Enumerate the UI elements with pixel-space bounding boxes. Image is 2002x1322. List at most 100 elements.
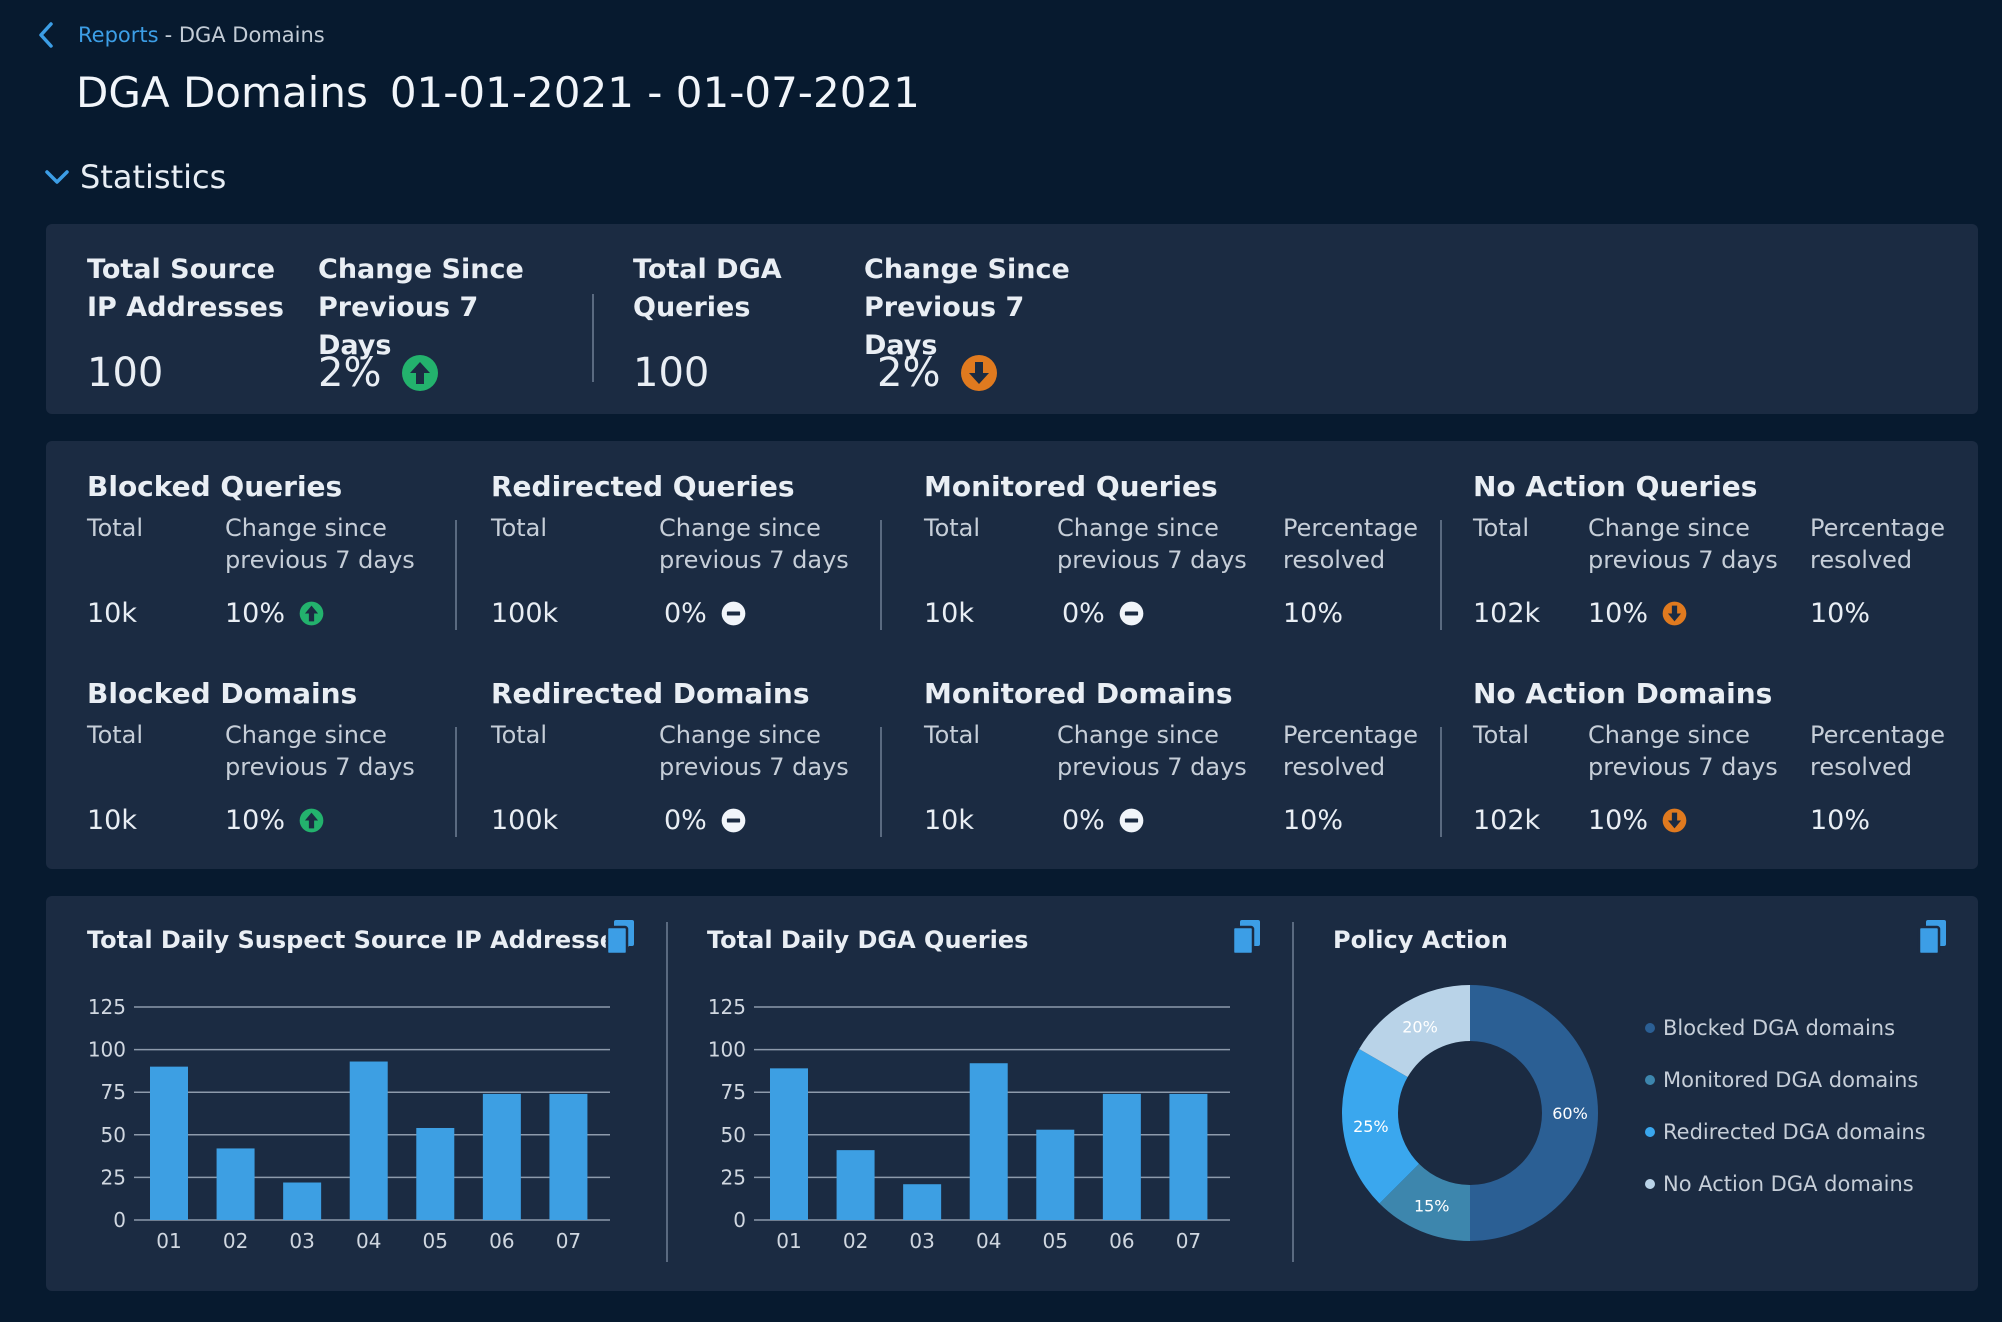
x-tick-label: 05 [423, 1229, 448, 1253]
stat-change-text: 0% [1062, 598, 1105, 629]
stat-title-monitored-queries: Monitored Queries [924, 470, 1218, 503]
stat-value-change: 10% [225, 805, 324, 836]
date-range: 01-01-2021 - 01-07-2021 [389, 68, 920, 117]
breadcrumb-current: - DGA Domains [164, 23, 325, 47]
slice-value-label: 20% [1402, 1017, 1438, 1036]
arrow-up-circle-icon [299, 601, 324, 626]
bar[interactable] [349, 1061, 388, 1220]
x-tick-label: 06 [1109, 1229, 1134, 1253]
minus-circle-icon [1119, 601, 1144, 626]
statistics-label: Statistics [80, 158, 227, 196]
x-tick-label: 04 [356, 1229, 381, 1253]
legend-label: Blocked DGA domains [1663, 1016, 1896, 1040]
legend-item[interactable]: Monitored DGA domains [1645, 1065, 1926, 1095]
stat-change-text: 0% [1062, 805, 1105, 836]
bar[interactable] [770, 1068, 808, 1220]
chart-title-dga-queries: Total Daily DGA Queries [707, 926, 1029, 954]
breadcrumb: Reports - DGA Domains [34, 20, 325, 50]
x-tick-label: 04 [976, 1229, 1001, 1253]
chevron-down-icon [45, 170, 69, 184]
breadcrumb-reports-link[interactable]: Reports [78, 23, 159, 47]
donut-slice[interactable] [1359, 985, 1470, 1077]
stat-label-total: Total [87, 514, 144, 542]
bar[interactable] [482, 1093, 521, 1220]
stat-change-text: 0% [664, 805, 707, 836]
legend-item[interactable]: Blocked DGA domains [1645, 1013, 1926, 1043]
bar[interactable] [836, 1150, 875, 1220]
stat-label-resolved: Percentage resolved [1810, 514, 1946, 574]
stat-label-resolved: Percentage resolved [1283, 514, 1419, 574]
x-tick-label: 02 [843, 1229, 868, 1253]
donut-slice[interactable] [1470, 985, 1598, 1241]
stat-title-monitored-domains: Monitored Domains [924, 677, 1233, 710]
donut-chart-policy-action: 60% 15% 25% 20% [1342, 985, 1598, 1241]
stat-value-resolved: 10% [1810, 805, 1871, 836]
bar[interactable] [969, 1063, 1008, 1220]
legend-label: Monitored DGA domains [1663, 1068, 1919, 1092]
divider [592, 294, 594, 382]
statistics-toggle[interactable]: Statistics [44, 158, 226, 196]
copy-icon[interactable] [1916, 918, 1950, 956]
y-tick-label: 25 [101, 1165, 126, 1189]
bar[interactable] [549, 1093, 588, 1220]
stat-title-redirected-domains: Redirected Domains [491, 677, 810, 710]
page-title-text: DGA Domains [76, 68, 368, 117]
arrow-down-circle-icon [1662, 808, 1687, 833]
y-tick-label: 125 [88, 995, 126, 1019]
legend-item[interactable]: Redirected DGA domains [1645, 1117, 1926, 1147]
bar[interactable] [416, 1127, 455, 1220]
copy-icon[interactable] [1230, 918, 1264, 956]
stat-label-total: Total [924, 514, 981, 542]
y-tick-label: 0 [113, 1208, 126, 1232]
stat-label-change: Change since previous 7 days [225, 721, 415, 781]
stats-panel [46, 441, 1978, 869]
stat-label-change: Change since previous 7 days [225, 514, 415, 574]
donut-slice[interactable] [1379, 1163, 1470, 1241]
copy-icon[interactable] [604, 918, 638, 956]
divider [1440, 520, 1442, 630]
stat-value-total: 102k [1473, 598, 1541, 629]
y-tick-label: 100 [708, 1038, 746, 1062]
stat-change-text: 10% [1588, 805, 1649, 836]
divider [455, 727, 457, 837]
bar[interactable] [1169, 1093, 1208, 1220]
y-tick-label: 75 [101, 1080, 126, 1104]
bar[interactable] [903, 1184, 942, 1220]
bar-chart-source-ip: 0 25 50 75 100 125 01 02 03 04 05 06 07 [88, 995, 610, 1253]
stat-value-total: 100k [491, 805, 559, 836]
arrow-down-circle-icon [1662, 601, 1687, 626]
x-tick-label: 05 [1043, 1229, 1068, 1253]
divider [880, 727, 882, 837]
kpi-label-total-source-ip: Total Source IP Addresses [87, 254, 284, 323]
chevron-left-icon[interactable] [34, 20, 60, 50]
summary-panel [46, 224, 1978, 414]
bar[interactable] [150, 1066, 188, 1220]
stat-title-blocked-domains: Blocked Domains [87, 677, 358, 710]
minus-circle-icon [1119, 808, 1144, 833]
bar[interactable] [283, 1182, 322, 1220]
legend-label: Redirected DGA domains [1663, 1120, 1926, 1144]
y-tick-label: 0 [733, 1208, 746, 1232]
bar[interactable] [216, 1148, 255, 1220]
stat-value-change: 0% [1062, 598, 1144, 629]
x-tick-label: 01 [156, 1229, 181, 1253]
bar-chart-dga-queries: 0 25 50 75 100 125 01 02 03 04 05 06 07 [708, 995, 1230, 1253]
chart-title-source-ip: Total Daily Suspect Source IP Addresses [87, 926, 631, 954]
y-tick-label: 100 [88, 1038, 126, 1062]
donut-slice[interactable] [1342, 1049, 1420, 1204]
stat-change-text: 10% [225, 598, 286, 629]
stat-title-redirected-queries: Redirected Queries [491, 470, 795, 503]
kpi-value-change-queries: 2% [877, 350, 998, 396]
y-tick-label: 75 [721, 1080, 746, 1104]
stat-label-resolved: Percentage resolved [1810, 721, 1946, 781]
bar[interactable] [1102, 1093, 1141, 1220]
x-tick-label: 06 [489, 1229, 514, 1253]
stat-label-change: Change since previous 7 days [659, 721, 849, 781]
bar[interactable] [1036, 1129, 1075, 1220]
kpi-label-total-dga-queries: Total DGA Queries [633, 254, 782, 323]
legend-item[interactable]: No Action DGA domains [1645, 1169, 1926, 1199]
stat-value-resolved: 10% [1810, 598, 1871, 629]
stat-label-change: Change since previous 7 days [659, 514, 849, 574]
stat-value-total: 10k [924, 598, 974, 629]
slice-value-label: 25% [1353, 1117, 1389, 1136]
